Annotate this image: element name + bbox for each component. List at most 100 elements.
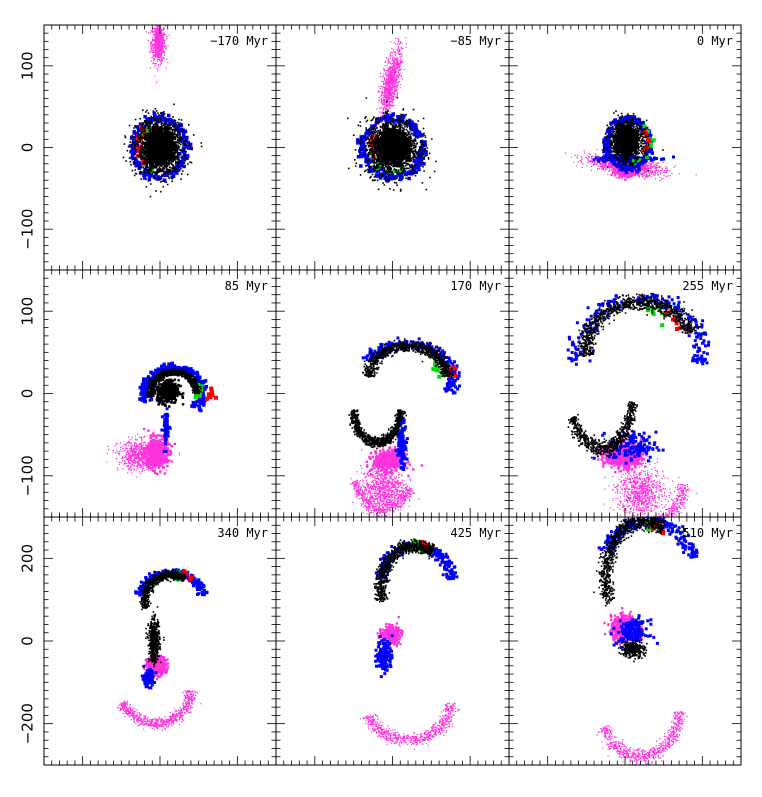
axis-ticks xyxy=(44,25,741,765)
old_stars-points xyxy=(371,125,424,170)
old_stars-particles xyxy=(617,635,648,663)
companion-points xyxy=(106,430,181,478)
outer_disk-particles xyxy=(566,292,711,366)
companion-points xyxy=(653,483,698,517)
old_stars-points xyxy=(373,538,436,603)
outer_disk-particles xyxy=(592,429,665,465)
y-tick-label: 0 xyxy=(19,143,37,153)
outer_disk-particles xyxy=(140,664,158,690)
outer_disk-points xyxy=(609,614,659,650)
companion-points xyxy=(603,452,680,517)
companion-points xyxy=(359,702,461,750)
old_stars-points xyxy=(139,120,182,173)
y-tick-label: −200 xyxy=(19,703,37,744)
y-tick-label: 0 xyxy=(19,636,37,646)
outer_disk-points xyxy=(566,292,711,366)
old_stars-points xyxy=(567,401,638,459)
companion-points xyxy=(376,616,404,648)
old_stars-points xyxy=(617,635,648,663)
panel-time-label: −170 Myr xyxy=(210,34,268,48)
ring_green-particles xyxy=(369,151,405,175)
y-tick-label: 100 xyxy=(19,52,37,81)
ring_red-particles xyxy=(641,129,652,153)
outer_disk-points xyxy=(140,664,158,690)
old_stars-points xyxy=(348,409,407,450)
old_stars-particles xyxy=(567,401,638,459)
old_stars-points xyxy=(574,292,702,358)
old_stars-particles xyxy=(148,378,185,408)
old_stars-particles xyxy=(348,409,407,450)
old_stars-particles xyxy=(373,538,436,603)
panel-particles xyxy=(106,361,218,478)
old_stars-points xyxy=(146,367,202,398)
old_stars-particles xyxy=(593,517,666,607)
panel-particles xyxy=(593,517,699,765)
outer_disk-points xyxy=(160,407,172,453)
old_stars-particles xyxy=(146,367,202,398)
ring_red-particles xyxy=(204,386,218,401)
companion-particles xyxy=(376,37,407,129)
companion-particles xyxy=(596,711,688,765)
companion-particles xyxy=(653,483,698,517)
companion-particles xyxy=(106,430,181,478)
companion-particles xyxy=(349,479,415,517)
y-tick-label: −100 xyxy=(19,455,37,496)
companion-particles xyxy=(359,702,461,750)
old_stars-particles xyxy=(145,606,165,668)
panel-time-label: −85 Myr xyxy=(450,34,501,48)
y-tick-label: 200 xyxy=(19,544,37,573)
outer_disk-particles xyxy=(160,407,172,453)
y-tick-label: 100 xyxy=(19,297,37,326)
panel-frame xyxy=(43,516,277,766)
ring_red-points xyxy=(641,129,652,153)
companion-points xyxy=(349,479,415,517)
ring_red-particles xyxy=(178,569,194,582)
panel-particles xyxy=(359,538,461,750)
companion-points xyxy=(117,690,202,731)
old_stars-points xyxy=(362,338,454,378)
panel-time-label: 255 Myr xyxy=(682,279,733,293)
companion-particles xyxy=(376,616,404,648)
panel-time-label: 425 Myr xyxy=(450,526,501,540)
panel-time-label: 510 Myr xyxy=(682,526,733,540)
old_stars-particles xyxy=(371,125,424,170)
particle-layer xyxy=(106,25,711,765)
old_stars-particles xyxy=(139,568,186,611)
old_stars-points xyxy=(139,568,186,611)
y-tick-label: 0 xyxy=(19,389,37,399)
ring_green-points xyxy=(369,151,405,175)
panel-particles xyxy=(347,37,437,192)
ring_red-points xyxy=(204,386,218,401)
outer_disk-particles xyxy=(374,634,394,679)
ring_green-particles xyxy=(631,124,656,166)
outer_disk-particles xyxy=(609,614,659,650)
panel-particles xyxy=(122,25,203,198)
companion-particles xyxy=(145,25,170,83)
labels-layer: −170 Myr −100 0 100 −85 Myr 0 Myr 85 Myr −100 0 1… xyxy=(19,34,734,744)
ring_green-points xyxy=(631,124,656,166)
old_stars-points xyxy=(148,378,185,408)
old_stars-particles xyxy=(574,292,702,358)
panel-particles xyxy=(117,568,209,731)
companion-points xyxy=(596,711,688,765)
old_stars-particles xyxy=(362,338,454,378)
companion-points xyxy=(365,446,424,478)
old_stars-points xyxy=(611,123,640,162)
panel-time-label: 170 Myr xyxy=(450,279,501,293)
companion-points xyxy=(376,37,407,129)
companion-particles xyxy=(603,452,680,517)
old_stars-points xyxy=(593,517,666,607)
companion-particles xyxy=(365,446,424,478)
companion-points xyxy=(145,25,170,83)
old_stars-particles xyxy=(611,123,640,162)
outer_disk-points xyxy=(374,634,394,679)
panel-time-label: 0 Myr xyxy=(697,34,733,48)
companion-particles xyxy=(117,690,202,731)
panel-particles xyxy=(564,110,697,182)
old_stars-points xyxy=(145,606,165,668)
ring_red-points xyxy=(178,569,194,582)
panel-time-label: 340 Myr xyxy=(217,526,268,540)
y-tick-label: −100 xyxy=(19,209,37,250)
panel-particles xyxy=(566,292,711,517)
